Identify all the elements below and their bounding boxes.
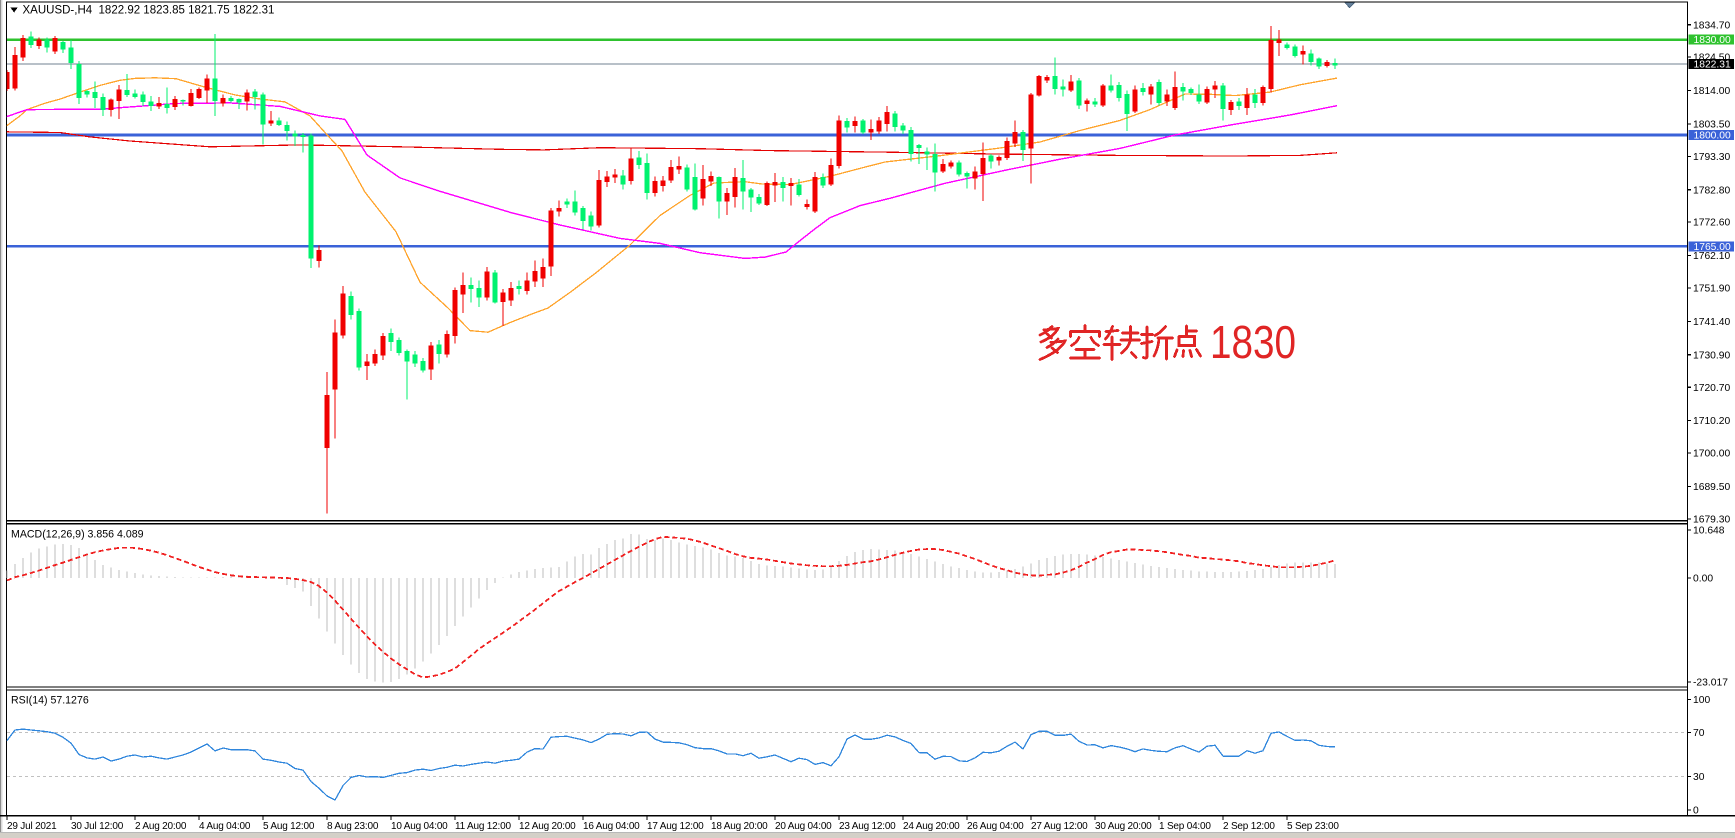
svg-text:18 Aug 20:00: 18 Aug 20:00	[711, 821, 768, 832]
svg-text:1834.70: 1834.70	[1693, 20, 1730, 31]
svg-text:27 Aug 12:00: 27 Aug 12:00	[1031, 821, 1088, 832]
svg-text:16 Aug 04:00: 16 Aug 04:00	[583, 821, 640, 832]
svg-text:4 Aug 04:00: 4 Aug 04:00	[199, 821, 251, 832]
svg-text:1751.90: 1751.90	[1693, 284, 1730, 295]
svg-text:1830: 1830	[1210, 316, 1296, 368]
svg-text:2 Sep 12:00: 2 Sep 12:00	[1223, 821, 1275, 832]
svg-text:-23.017: -23.017	[1693, 678, 1728, 689]
svg-text:100: 100	[1693, 695, 1710, 706]
svg-text:1 Sep 04:00: 1 Sep 04:00	[1159, 821, 1211, 832]
svg-text:20 Aug 04:00: 20 Aug 04:00	[775, 821, 832, 832]
svg-text:0.00: 0.00	[1693, 574, 1713, 585]
svg-text:1803.50: 1803.50	[1693, 120, 1730, 131]
svg-text:1679.30: 1679.30	[1693, 514, 1730, 525]
svg-text:8 Aug 23:00: 8 Aug 23:00	[327, 821, 379, 832]
svg-text:1782.80: 1782.80	[1693, 185, 1730, 196]
svg-text:17 Aug 12:00: 17 Aug 12:00	[647, 821, 704, 832]
svg-text:10.648: 10.648	[1693, 526, 1725, 537]
svg-text:2 Aug 20:00: 2 Aug 20:00	[135, 821, 187, 832]
svg-text:1822.31: 1822.31	[1694, 60, 1731, 71]
svg-text:1772.60: 1772.60	[1693, 218, 1730, 229]
svg-text:1824.50: 1824.50	[1693, 53, 1730, 64]
svg-text:1793.30: 1793.30	[1693, 152, 1730, 163]
svg-text:1730.90: 1730.90	[1693, 350, 1730, 361]
svg-text:1800.00: 1800.00	[1694, 131, 1731, 142]
svg-text:30 Jul 12:00: 30 Jul 12:00	[71, 821, 124, 832]
svg-text:5 Sep 23:00: 5 Sep 23:00	[1287, 821, 1339, 832]
svg-text:1741.40: 1741.40	[1693, 317, 1730, 328]
svg-text:26 Aug 04:00: 26 Aug 04:00	[967, 821, 1024, 832]
svg-text:1689.50: 1689.50	[1693, 482, 1730, 493]
svg-text:1710.20: 1710.20	[1693, 416, 1730, 427]
svg-text:1720.70: 1720.70	[1693, 383, 1730, 394]
svg-text:5 Aug 12:00: 5 Aug 12:00	[263, 821, 315, 832]
svg-text:1830.00: 1830.00	[1694, 35, 1731, 46]
svg-text:RSI(14) 57.1276: RSI(14) 57.1276	[11, 695, 89, 707]
svg-text:12 Aug 20:00: 12 Aug 20:00	[519, 821, 576, 832]
svg-text:1814.00: 1814.00	[1693, 86, 1730, 97]
svg-text:11 Aug 12:00: 11 Aug 12:00	[455, 821, 511, 832]
svg-text:MACD(12,26,9) 3.856 4.089: MACD(12,26,9) 3.856 4.089	[11, 529, 144, 541]
svg-text:23 Aug 12:00: 23 Aug 12:00	[839, 821, 896, 832]
svg-text:30: 30	[1693, 772, 1705, 783]
svg-text:XAUUSD-,H4 1822.92 1823.85 18: XAUUSD-,H4 1822.92 1823.85 1821.75 1822.…	[23, 5, 275, 17]
svg-text:10 Aug 04:00: 10 Aug 04:00	[391, 821, 448, 832]
svg-text:24 Aug 20:00: 24 Aug 20:00	[903, 821, 960, 832]
svg-text:1762.10: 1762.10	[1693, 251, 1730, 262]
svg-text:0: 0	[1693, 805, 1699, 816]
svg-text:70: 70	[1693, 728, 1705, 739]
svg-text:1765.00: 1765.00	[1694, 242, 1731, 253]
svg-text:29 Jul 2021: 29 Jul 2021	[7, 821, 57, 832]
svg-text:1700.00: 1700.00	[1693, 449, 1730, 460]
svg-text:30 Aug 20:00: 30 Aug 20:00	[1095, 821, 1152, 832]
